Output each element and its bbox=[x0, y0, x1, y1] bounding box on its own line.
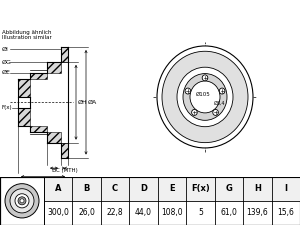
Text: B: B bbox=[83, 184, 90, 193]
Text: B: B bbox=[52, 168, 56, 173]
Circle shape bbox=[162, 51, 248, 143]
Text: 139,6: 139,6 bbox=[247, 208, 268, 217]
Bar bbox=[61, 47, 68, 62]
Text: 426142: 426142 bbox=[191, 7, 247, 20]
Bar bbox=[47, 132, 61, 143]
Text: D: D bbox=[140, 184, 147, 193]
Text: D: D bbox=[40, 177, 45, 182]
Text: 15,6: 15,6 bbox=[277, 208, 294, 217]
Text: Ø105: Ø105 bbox=[196, 92, 210, 97]
Text: 300,0: 300,0 bbox=[47, 208, 69, 217]
Text: ØG: ØG bbox=[2, 59, 12, 64]
Text: 61,0: 61,0 bbox=[220, 208, 237, 217]
Text: 22,8: 22,8 bbox=[107, 208, 123, 217]
Text: ØH: ØH bbox=[78, 100, 88, 105]
Text: H: H bbox=[254, 184, 261, 193]
Circle shape bbox=[177, 67, 233, 127]
Text: 24.0126-0142.1: 24.0126-0142.1 bbox=[52, 7, 170, 20]
Text: Ø8,4: Ø8,4 bbox=[214, 101, 226, 106]
Circle shape bbox=[20, 199, 24, 203]
Circle shape bbox=[192, 109, 197, 115]
Circle shape bbox=[183, 74, 227, 120]
Text: ØE: ØE bbox=[2, 70, 11, 75]
Text: ØA: ØA bbox=[88, 100, 97, 105]
Text: E: E bbox=[169, 184, 175, 193]
Text: 26,0: 26,0 bbox=[78, 208, 95, 217]
Text: F(x): F(x) bbox=[191, 184, 210, 193]
Circle shape bbox=[5, 184, 39, 218]
Circle shape bbox=[157, 46, 253, 148]
Circle shape bbox=[190, 81, 220, 113]
Circle shape bbox=[10, 189, 34, 213]
Text: C: C bbox=[112, 184, 118, 193]
Circle shape bbox=[213, 109, 218, 115]
Text: ØI: ØI bbox=[2, 47, 9, 52]
Circle shape bbox=[202, 75, 208, 81]
Text: F(x): F(x) bbox=[2, 105, 13, 110]
Bar bbox=[30, 126, 47, 132]
Text: C (MTH): C (MTH) bbox=[56, 168, 77, 173]
Bar bbox=[47, 62, 61, 72]
Bar bbox=[44, 177, 300, 201]
Circle shape bbox=[219, 88, 225, 94]
Text: A: A bbox=[55, 184, 62, 193]
Bar bbox=[18, 108, 30, 126]
Circle shape bbox=[185, 88, 191, 94]
Text: G: G bbox=[226, 184, 232, 193]
Text: 108,0: 108,0 bbox=[161, 208, 183, 217]
Text: Illustration similar: Illustration similar bbox=[2, 35, 52, 40]
Text: 44,0: 44,0 bbox=[135, 208, 152, 217]
Text: 5: 5 bbox=[198, 208, 203, 217]
Text: I: I bbox=[284, 184, 287, 193]
Circle shape bbox=[15, 194, 29, 208]
Text: Abbildung ähnlich: Abbildung ähnlich bbox=[2, 30, 52, 35]
Bar bbox=[18, 79, 30, 97]
Text: ate: ate bbox=[193, 110, 233, 130]
Circle shape bbox=[18, 197, 26, 205]
Bar bbox=[61, 143, 68, 158]
Bar bbox=[30, 72, 47, 79]
